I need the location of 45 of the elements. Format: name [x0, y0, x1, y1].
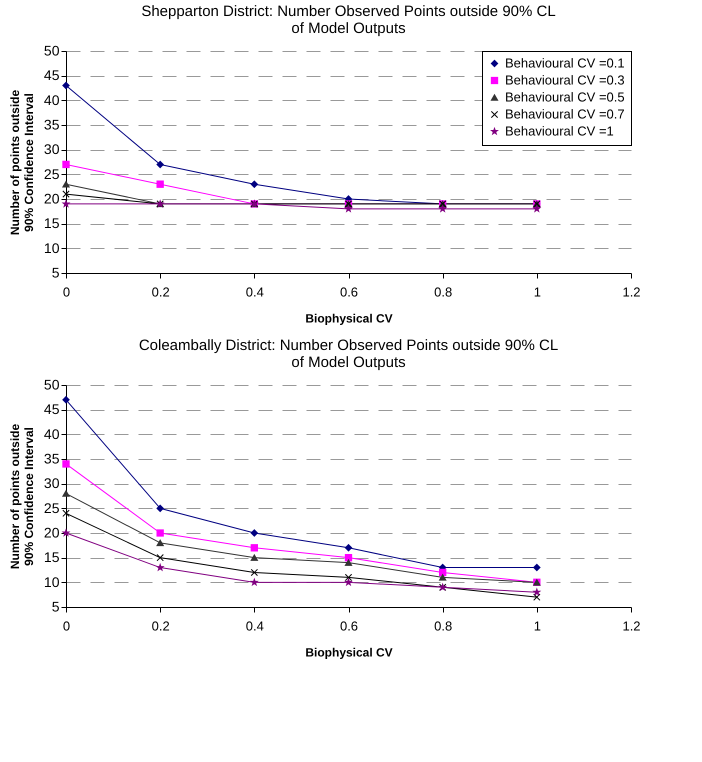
y-tick-label: 25 — [44, 500, 60, 516]
y-axis-title: Number of points outside 90% Confidence Interval — [8, 90, 36, 236]
x-tick-label: 0.4 — [246, 618, 264, 634]
y-tick-label: 40 — [44, 92, 60, 108]
y-tick-label: 35 — [44, 450, 60, 466]
x-tick-label: 0.2 — [152, 284, 170, 300]
y-tick-label: 45 — [44, 401, 60, 418]
x-axis-title: Biophysical CV — [305, 312, 393, 326]
y-tick-label: 35 — [44, 116, 60, 132]
x-tick-label: 0 — [62, 618, 70, 634]
y-tick-label: 50 — [44, 376, 60, 392]
y-tick-label: 45 — [44, 67, 60, 84]
y-tick-label: 50 — [44, 42, 60, 58]
x-tick-label: 1 — [534, 284, 541, 300]
y-axis-title: Number of points outside 90% Confidence Interval — [8, 424, 36, 570]
y-tick-label: 30 — [44, 141, 60, 158]
y-tick-label: 25 — [44, 166, 60, 182]
x-tick-label: 0.6 — [340, 618, 358, 634]
x-tick-label: 0.2 — [152, 618, 170, 634]
y-tick-label: 15 — [44, 215, 60, 232]
y-tick-label: 10 — [44, 240, 60, 256]
x-axis-title: Biophysical CV — [305, 646, 393, 660]
y-tick-label: 20 — [44, 190, 60, 206]
legend-label: Behavioural CV =0.5 — [505, 90, 625, 104]
y-tick-label: 5 — [52, 598, 60, 614]
x-tick-label: 0.8 — [434, 284, 452, 300]
legend-label: Behavioural CV =1 — [505, 124, 614, 138]
y-tick-label: 20 — [44, 524, 60, 540]
x-tick-label: 0.4 — [246, 284, 264, 300]
legend-label: Behavioural CV =0.7 — [505, 106, 625, 122]
x-tick-label: 0.6 — [340, 284, 358, 300]
y-tick-label: 40 — [44, 426, 60, 442]
x-tick-label: 1.2 — [622, 284, 641, 300]
legend-label: Behavioural CV =0.3 — [505, 72, 625, 88]
x-tick-label: 0 — [62, 284, 70, 300]
y-tick-label: 5 — [52, 264, 60, 280]
legend-label: Behavioural CV =0.1 — [505, 56, 625, 70]
x-tick-label: 1.2 — [622, 618, 641, 634]
chart-title: Shepparton District: Number Observed Points outside 90% CL of Model Outputs — [141, 3, 556, 37]
x-tick-label: 1 — [534, 618, 541, 634]
y-tick-label: 10 — [44, 574, 60, 590]
y-tick-label: 30 — [44, 475, 60, 492]
y-tick-label: 15 — [44, 549, 60, 566]
x-tick-label: 0.8 — [434, 618, 452, 634]
chart-title: Coleambally District: Number Observed Points outside 90% CL of Model Outputs — [138, 337, 558, 371]
